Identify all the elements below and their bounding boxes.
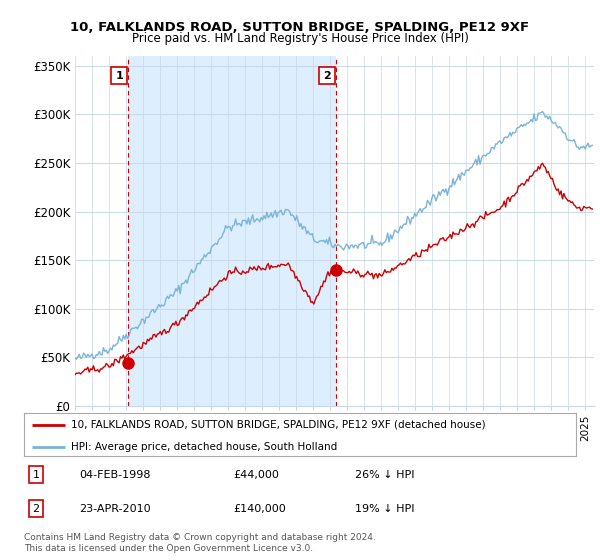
Text: 2: 2 (32, 503, 40, 514)
Text: 1: 1 (115, 71, 123, 81)
Text: 10, FALKLANDS ROAD, SUTTON BRIDGE, SPALDING, PE12 9XF: 10, FALKLANDS ROAD, SUTTON BRIDGE, SPALD… (70, 21, 530, 34)
Text: £44,000: £44,000 (234, 470, 280, 480)
Text: 10, FALKLANDS ROAD, SUTTON BRIDGE, SPALDING, PE12 9XF (detached house): 10, FALKLANDS ROAD, SUTTON BRIDGE, SPALD… (71, 419, 485, 430)
Text: 04-FEB-1998: 04-FEB-1998 (79, 470, 151, 480)
Text: Price paid vs. HM Land Registry's House Price Index (HPI): Price paid vs. HM Land Registry's House … (131, 32, 469, 45)
Text: 1: 1 (32, 470, 40, 480)
Text: £140,000: £140,000 (234, 503, 287, 514)
Text: 23-APR-2010: 23-APR-2010 (79, 503, 151, 514)
Text: Contains HM Land Registry data © Crown copyright and database right 2024.
This d: Contains HM Land Registry data © Crown c… (24, 533, 376, 553)
Text: 2: 2 (323, 71, 331, 81)
Text: 19% ↓ HPI: 19% ↓ HPI (355, 503, 415, 514)
Text: HPI: Average price, detached house, South Holland: HPI: Average price, detached house, Sout… (71, 442, 337, 452)
Text: 26% ↓ HPI: 26% ↓ HPI (355, 470, 415, 480)
Bar (128, 56, 335, 406)
